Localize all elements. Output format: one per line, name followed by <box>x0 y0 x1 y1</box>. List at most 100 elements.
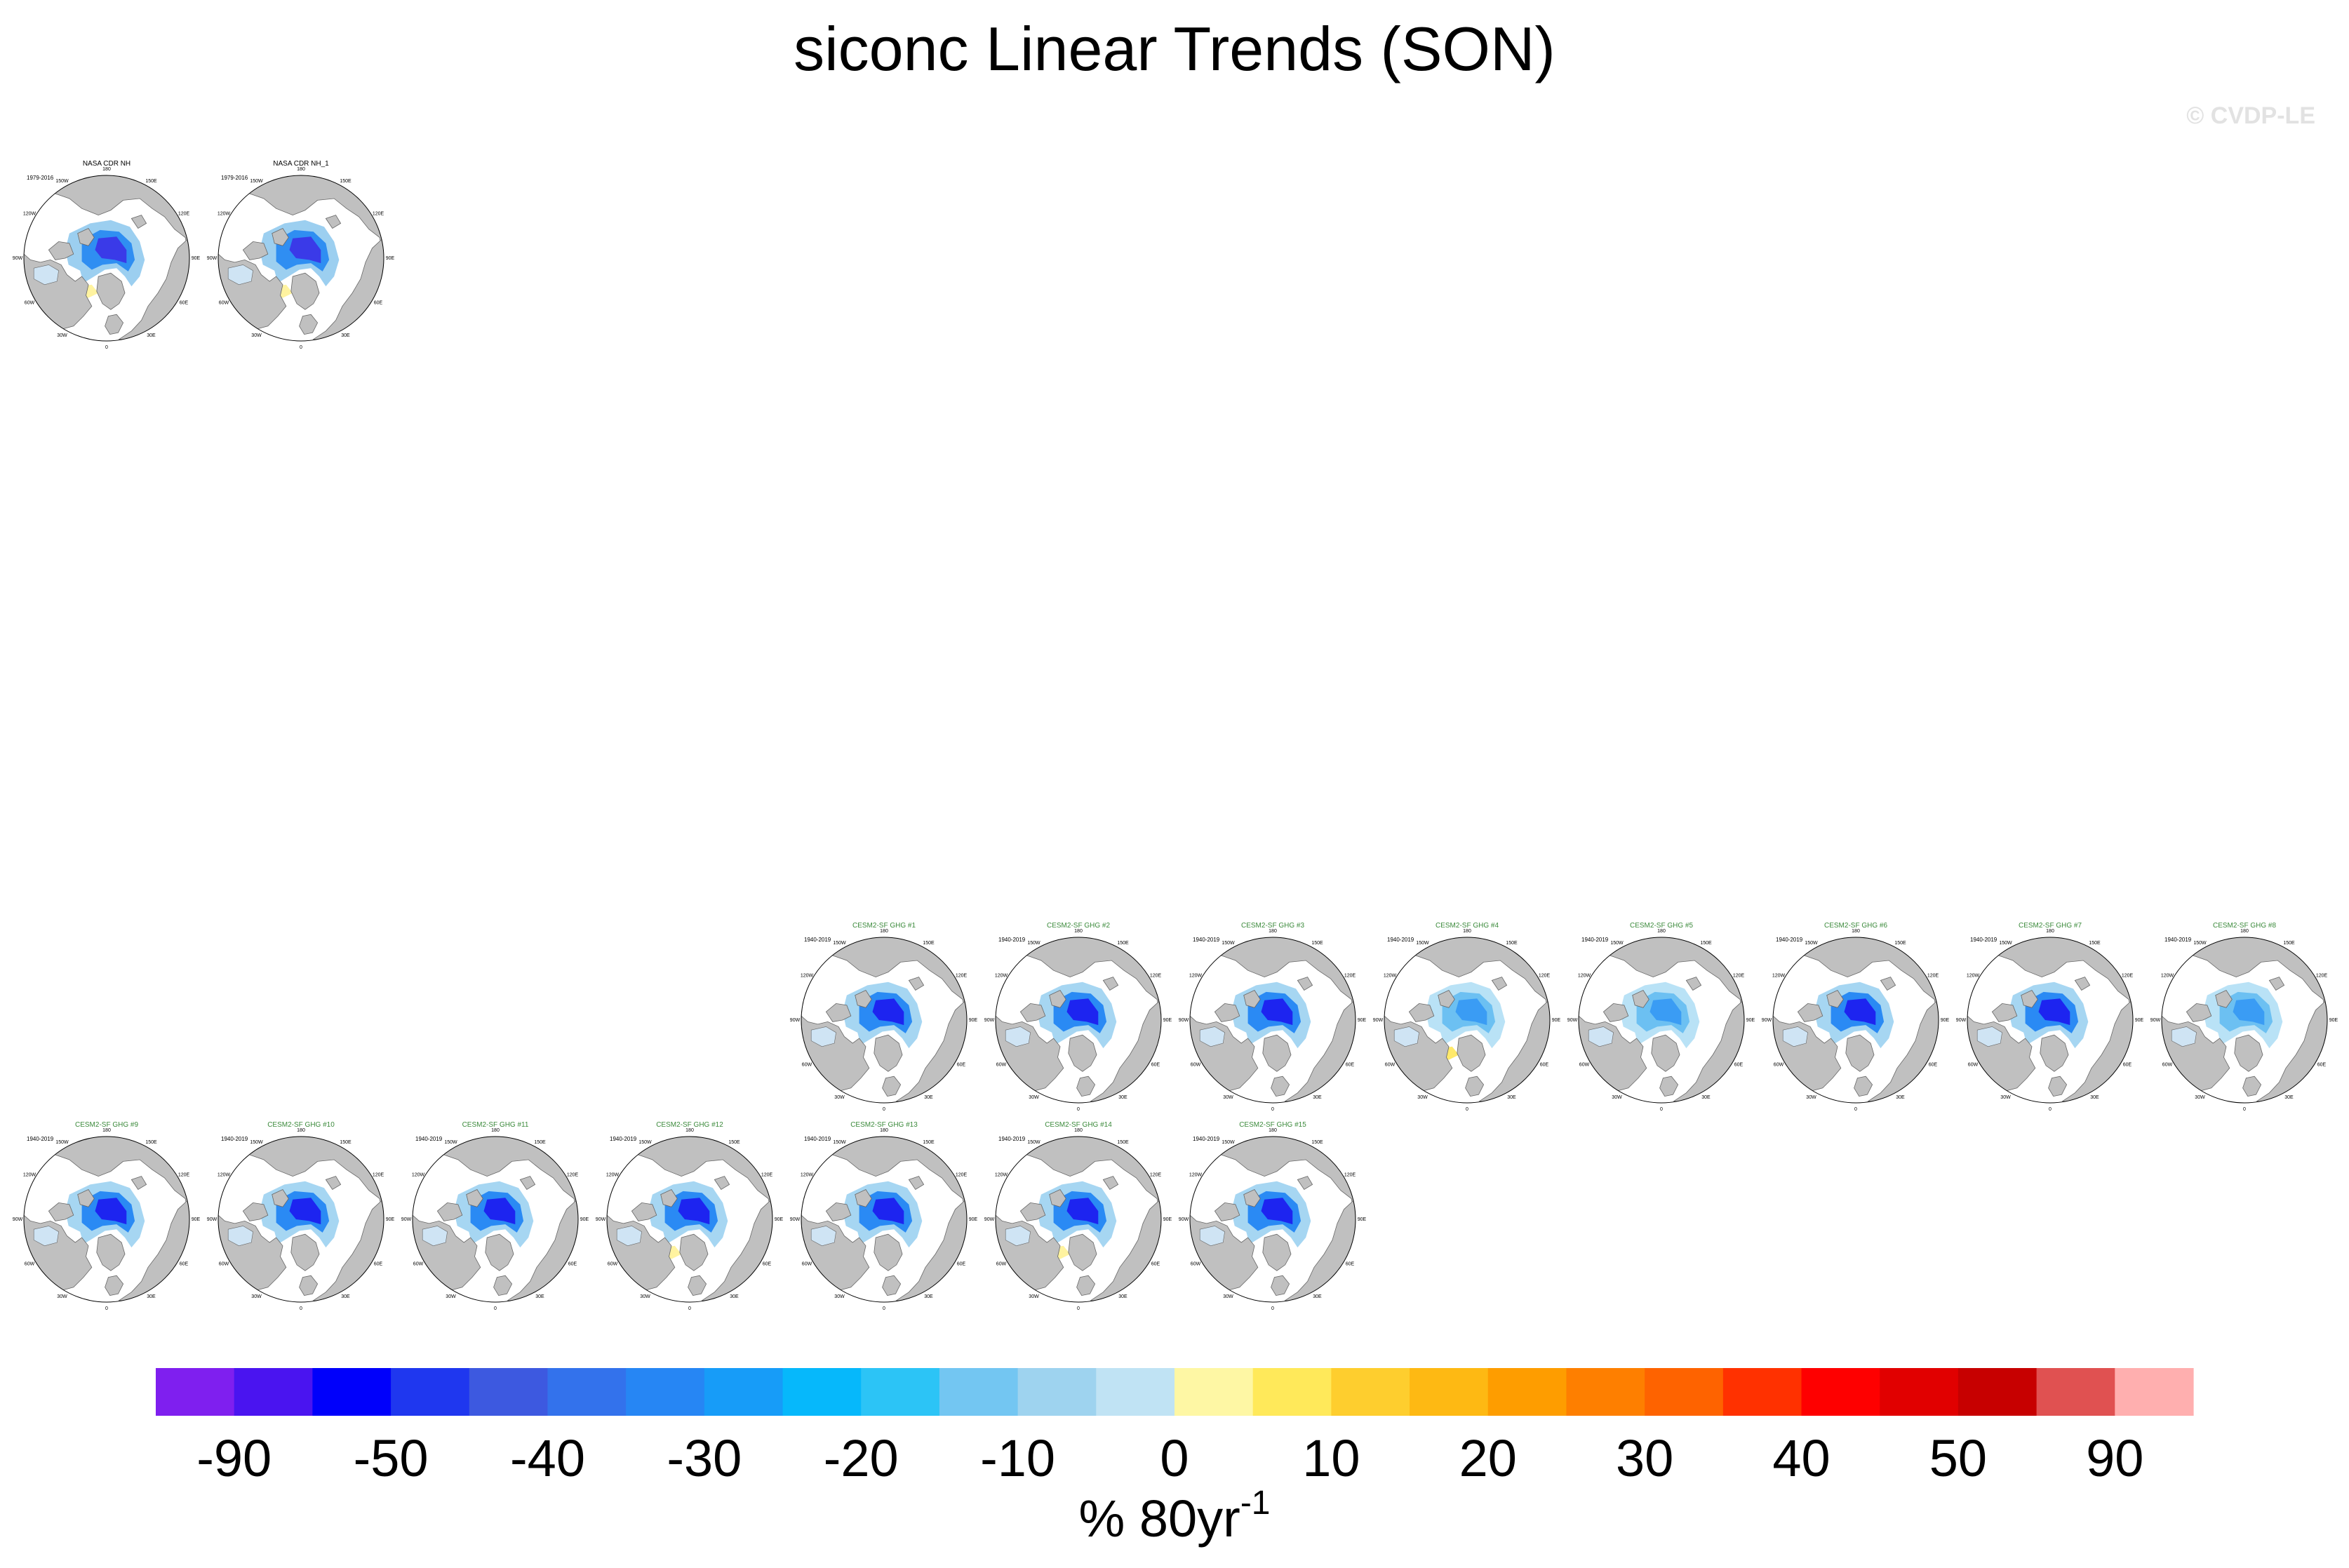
land-mass <box>77 1188 95 1207</box>
trend-field-core <box>289 1198 321 1225</box>
land-mass <box>1102 1176 1119 1191</box>
longitude-label: 60W <box>413 1262 424 1267</box>
longitude-label: 30W <box>1806 1095 1816 1100</box>
land-mass <box>55 175 189 259</box>
panel-title: CESM2-SF GHG #8 <box>2213 922 2276 930</box>
longitude-label: 120E <box>1150 974 1162 979</box>
colorbar-tick-label: -40 <box>510 1429 585 1487</box>
land-mass <box>272 227 289 246</box>
longitude-label: 120E <box>2122 974 2134 979</box>
land-mass <box>1068 1233 1097 1271</box>
land-mass <box>688 1275 707 1296</box>
land-mass <box>908 1176 925 1191</box>
longitude-label: 90E <box>1163 1217 1172 1222</box>
colorbar-box <box>234 1368 313 1416</box>
panel-title: CESM2-SF GHG #4 <box>1436 922 1499 930</box>
colorbar-box <box>312 1368 392 1416</box>
colorbar-box <box>1252 1368 1332 1416</box>
hudson-bay <box>1005 1226 1031 1247</box>
colorbar-box <box>156 1368 235 1416</box>
longitude-label: 30W <box>834 1095 845 1100</box>
land-mass <box>1297 977 1313 991</box>
land-mass <box>1026 937 1161 1021</box>
land-mass <box>1019 1202 1046 1221</box>
longitude-label: 180 <box>102 167 111 172</box>
land-mass <box>1262 1034 1292 1072</box>
land-mass <box>1491 977 1508 991</box>
longitude-label: 30W <box>1029 1294 1039 1299</box>
colorbar-box <box>2036 1368 2115 1416</box>
longitude-label: 120E <box>567 1173 579 1178</box>
land-mass <box>679 1233 709 1271</box>
panel-period: 1940-2019 <box>221 1136 248 1142</box>
map-panel: CESM2-SF GHG #8 1940-2019 180 150E 120E 90E 60… <box>2150 922 2338 1112</box>
land-mass <box>638 1137 772 1220</box>
colorbar-box <box>1645 1368 1724 1416</box>
map-panel: CESM2-SF GHG #13 1940-2019 180 150E 120E 90E 6… <box>790 1121 978 1311</box>
longitude-label: 90W <box>207 1217 218 1222</box>
longitude-label: 120E <box>1733 974 1745 979</box>
panel-title: CESM2-SF GHG #12 <box>656 1121 723 1129</box>
land-mass <box>1271 1275 1290 1296</box>
land-mass <box>290 272 320 310</box>
colorbar-box <box>1801 1368 1880 1416</box>
longitude-label: 150W <box>1222 1140 1235 1145</box>
map-panel: CESM2-SF GHG #3 1940-2019 180 150E 120E 90E 60… <box>1179 922 1367 1112</box>
colorbar-tick-label: 0 <box>1160 1429 1189 1487</box>
longitude-label: 90E <box>969 1018 978 1023</box>
land-mass <box>242 241 269 260</box>
longitude-label: 150W <box>2193 941 2207 946</box>
trend-field-core <box>2233 998 2265 1026</box>
longitude-label: 90W <box>596 1217 606 1222</box>
map-panels: NASA CDR NH 1979-2016 180 150E 120E 90E 60E 30E… <box>13 160 2338 1311</box>
longitude-label: 60W <box>219 1262 229 1267</box>
land-mass <box>249 175 384 259</box>
land-mass <box>1804 937 1939 1021</box>
map-border <box>23 175 190 342</box>
hudson-bay <box>33 264 59 286</box>
longitude-label: 30E <box>1507 1095 1516 1100</box>
land-mass <box>96 272 126 310</box>
land-mass <box>48 241 74 260</box>
longitude-label: 90E <box>969 1217 978 1222</box>
longitude-label: 180 <box>102 1128 111 1133</box>
longitude-label: 150W <box>1027 941 1040 946</box>
land-mass <box>855 1188 872 1207</box>
longitude-label: 120E <box>2316 974 2328 979</box>
longitude-label: 0 <box>300 1306 302 1311</box>
trend-field-core <box>1649 998 1682 1026</box>
longitude-label: 30E <box>1118 1294 1127 1299</box>
colorbar-box <box>2115 1368 2194 1416</box>
longitude-label: 60W <box>219 301 229 306</box>
longitude-label: 60E <box>1929 1063 1938 1068</box>
longitude-label: 0 <box>300 345 302 350</box>
map-border <box>995 937 1162 1104</box>
longitude-label: 30E <box>147 333 156 338</box>
longitude-label: 0 <box>1660 1107 1663 1112</box>
map-border <box>606 1136 773 1303</box>
longitude-label: 60W <box>2162 1063 2173 1068</box>
panel-period: 1940-2019 <box>2164 937 2192 943</box>
longitude-label: 120E <box>956 974 968 979</box>
longitude-label: 0 <box>883 1306 885 1311</box>
land-mass <box>77 227 95 246</box>
land-mass <box>55 1137 189 1220</box>
land-mass <box>660 1188 678 1207</box>
colorbar-box <box>861 1368 940 1416</box>
land-mass <box>1991 1003 2018 1022</box>
land-mass <box>874 1034 903 1072</box>
land-mass <box>249 1137 384 1220</box>
longitude-label: 150E <box>1117 941 1129 946</box>
land-mass <box>1465 1076 1485 1097</box>
trend-field-core <box>872 1198 904 1225</box>
longitude-label: 0 <box>1854 1107 1857 1112</box>
panel-period: 1940-2019 <box>998 1136 1026 1142</box>
hudson-bay <box>810 1026 836 1047</box>
panel-period: 1940-2019 <box>1970 937 1997 943</box>
longitude-label: 150W <box>444 1140 457 1145</box>
land-mass <box>1685 977 1702 991</box>
trend-field-core <box>1844 998 1876 1026</box>
land-mass <box>1826 989 1844 1008</box>
longitude-label: 30W <box>1612 1095 1622 1100</box>
map-panel: NASA CDR NH 1979-2016 180 150E 120E 90E 60E 30E… <box>13 160 201 350</box>
